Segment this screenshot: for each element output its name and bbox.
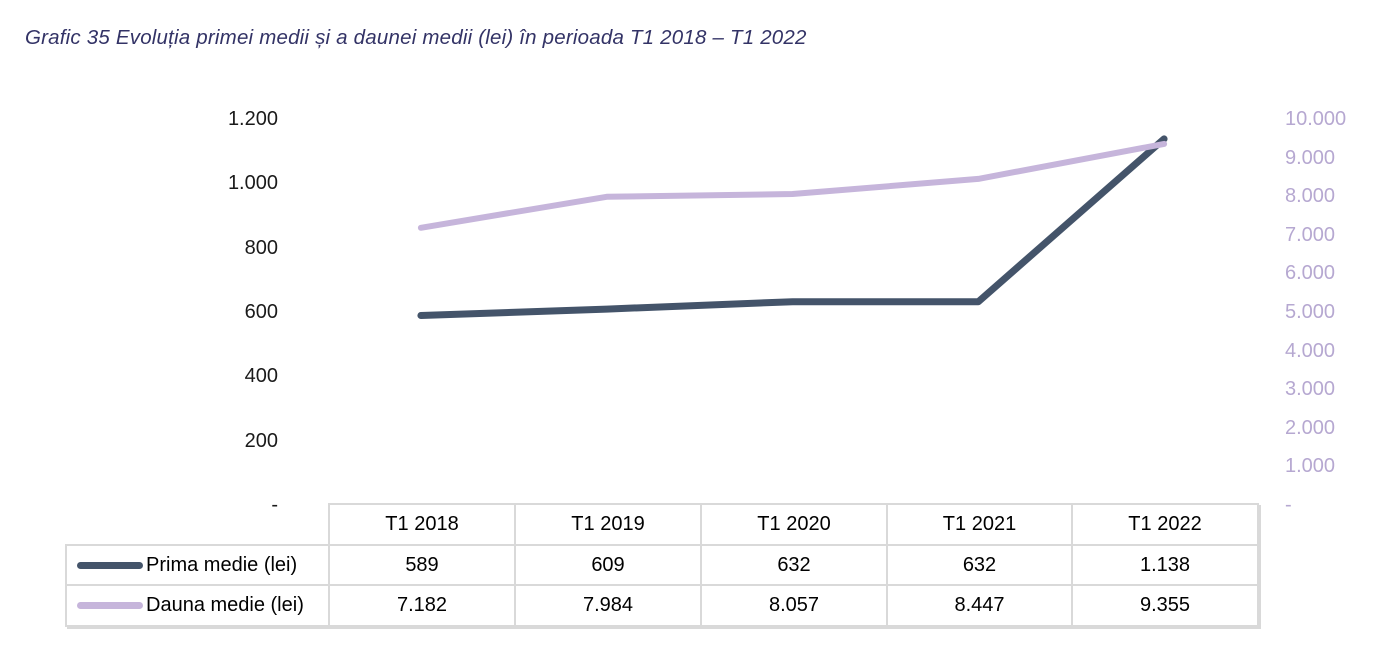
chart-title: Grafic 35 Evoluția primei medii și a dau… <box>25 26 807 49</box>
table-cell: 9.355 <box>1071 584 1259 627</box>
legend-cell: Prima medie (lei) <box>65 544 330 586</box>
table-cell: 8.057 <box>700 584 888 627</box>
left-axis-tick: 1.000 <box>227 172 278 195</box>
left-axis-tick: 600 <box>244 301 278 323</box>
left-axis-tick: 200 <box>244 429 278 452</box>
right-axis-tick: 7.000 <box>1285 223 1336 246</box>
table-header-row: T1 2018 T1 2019 T1 2020 T1 2021 T1 2022 <box>66 503 1259 546</box>
data-table: T1 2018 T1 2019 T1 2020 T1 2021 T1 2022 … <box>65 503 1259 627</box>
table-cell: 7.182 <box>328 584 516 627</box>
table-cell: 609 <box>514 544 702 586</box>
table-cell: 632 <box>700 544 888 586</box>
table-cell: 7.984 <box>514 584 702 627</box>
line-chart <box>417 135 1168 319</box>
right-axis-tick: 9.000 <box>1285 146 1336 169</box>
left-axis-tick: 1.200 <box>227 108 278 130</box>
dauna-medie-line <box>417 140 1168 231</box>
table-cell: 589 <box>328 544 516 586</box>
legend-cell: Dauna medie (lei) <box>65 584 330 627</box>
right-axis-tick: 3.000 <box>1285 378 1336 401</box>
prima-legend-marker-icon <box>77 561 143 569</box>
dauna-legend-marker-icon <box>77 602 143 609</box>
series-label: Prima medie (lei) <box>146 553 298 576</box>
column-header: T1 2018 <box>328 503 516 546</box>
prima-medie-row: Prima medie (lei) 589 609 632 632 1.138 <box>65 544 1259 586</box>
dauna-medie-row: Dauna medie (lei) 7.182 7.984 8.057 8.44… <box>65 584 1259 627</box>
column-header: T1 2020 <box>700 503 888 546</box>
column-header: T1 2021 <box>886 503 1073 546</box>
table-cell: 1.138 <box>1071 544 1259 586</box>
left-axis-tick: 800 <box>244 236 278 259</box>
right-axis-tick: 1.000 <box>1285 455 1336 478</box>
series-label: Dauna medie (lei) <box>146 594 304 616</box>
right-axis-tick: 5.000 <box>1285 301 1336 323</box>
right-axis-tick: 2.000 <box>1285 416 1336 439</box>
table-cell: 8.447 <box>886 584 1073 627</box>
right-axis-tick: 10.000 <box>1285 108 1347 130</box>
right-axis-tick: - <box>1285 494 1292 516</box>
right-axis-tick: 6.000 <box>1285 262 1336 285</box>
column-header: T1 2022 <box>1071 503 1259 546</box>
table-cell: 632 <box>886 544 1073 586</box>
prima-medie-line <box>417 135 1168 319</box>
column-header: T1 2019 <box>514 503 702 546</box>
left-axis-tick: 400 <box>244 365 278 388</box>
table-corner-blank <box>66 504 329 545</box>
right-axis-tick: 4.000 <box>1285 339 1336 362</box>
right-axis-tick: 8.000 <box>1285 185 1336 208</box>
